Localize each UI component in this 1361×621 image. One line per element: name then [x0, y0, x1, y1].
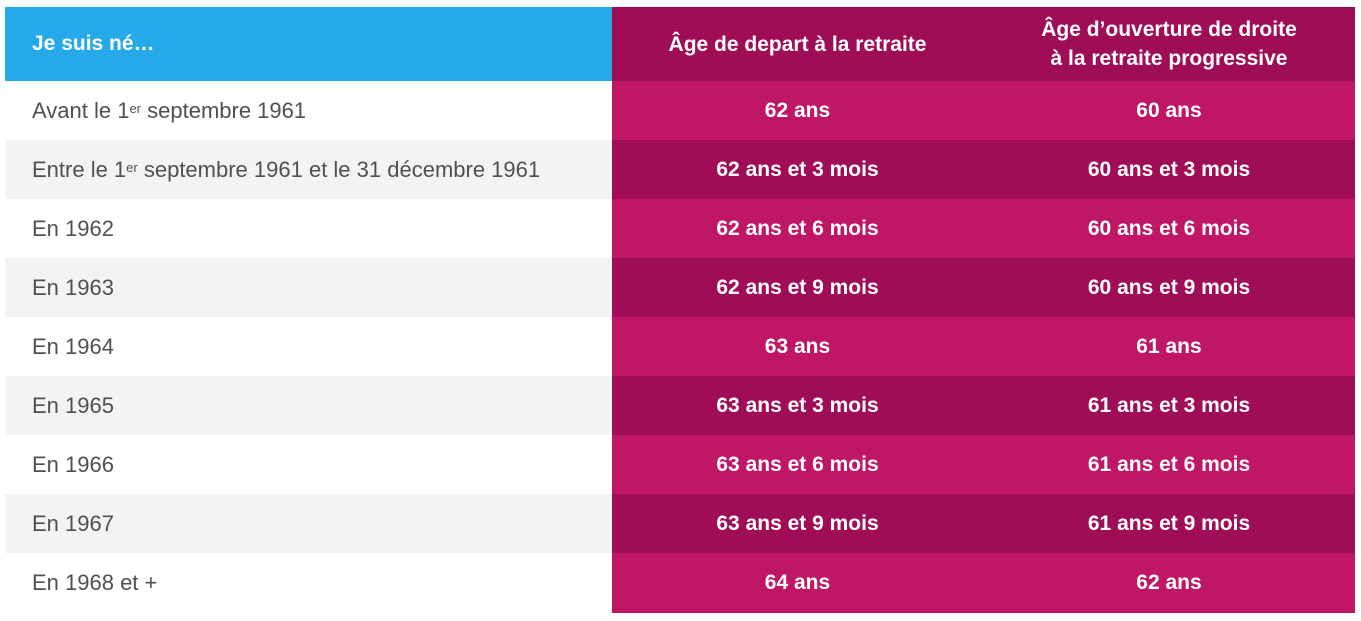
birth-period-cell: En 1967: [5, 494, 612, 553]
table-row: En 1962 62 ans et 6 mois 60 ans et 6 mois: [5, 199, 1355, 258]
birth-period-text: En 1965: [32, 392, 114, 418]
birth-period-cell: Avant le 1 er septembre 1961: [5, 81, 612, 140]
progressive-age-cell: 61 ans et 3 mois: [983, 376, 1355, 435]
birth-period-cell: En 1968 et +: [5, 553, 612, 613]
header-progressive-age-line2: à la retraite progressive: [1050, 47, 1288, 70]
departure-age-cell: 63 ans et 9 mois: [612, 494, 983, 553]
birth-period-cell: En 1963: [5, 258, 612, 317]
progressive-age-cell: 61 ans et 9 mois: [983, 494, 1355, 553]
birth-period-text: En 1967: [32, 510, 114, 536]
progressive-age-cell: 61 ans: [983, 317, 1355, 376]
table-row: En 1966 63 ans et 6 mois 61 ans et 6 mois: [5, 435, 1355, 494]
birth-period-text: En 1964: [32, 333, 114, 359]
departure-age-cell: 62 ans et 3 mois: [612, 140, 983, 199]
birth-period-cell: En 1964: [5, 317, 612, 376]
progressive-age-cell: 60 ans et 3 mois: [983, 140, 1355, 199]
table-row: Entre le 1 er septembre 1961 et le 31 déc…: [5, 140, 1355, 199]
departure-age-cell: 62 ans et 9 mois: [612, 258, 983, 317]
header-progressive-age-column: Âge d’ouverture de droite à la retraite …: [983, 7, 1355, 81]
header-birth-label: Je suis né…: [32, 32, 155, 55]
progressive-age-cell: 60 ans: [983, 81, 1355, 140]
birth-period-text: En 1963: [32, 274, 114, 300]
retirement-age-table: Je suis né… Âge de depart à la retraite …: [5, 7, 1355, 613]
table-row: En 1964 63 ans 61 ans: [5, 317, 1355, 376]
departure-age-cell: 62 ans et 6 mois: [612, 199, 983, 258]
header-birth-column: Je suis né…: [5, 7, 612, 81]
birth-period-text: Avant le 1: [32, 97, 130, 123]
birth-period-cell: Entre le 1 er septembre 1961 et le 31 déc…: [5, 140, 612, 199]
progressive-age-cell: 62 ans: [983, 553, 1355, 613]
departure-age-cell: 63 ans: [612, 317, 983, 376]
birth-period-text: En 1962: [32, 215, 114, 241]
table-row: Avant le 1 er septembre 1961 62 ans 60 ans: [5, 81, 1355, 140]
table-body: Avant le 1 er septembre 1961 62 ans 60 ans E…: [5, 81, 1355, 613]
header-departure-age-column: Âge de depart à la retraite: [612, 7, 983, 81]
progressive-age-cell: 60 ans et 6 mois: [983, 199, 1355, 258]
table-row: En 1968 et + 64 ans 62 ans: [5, 553, 1355, 613]
birth-period-cell: En 1966: [5, 435, 612, 494]
departure-age-cell: 63 ans et 6 mois: [612, 435, 983, 494]
progressive-age-cell: 61 ans et 6 mois: [983, 435, 1355, 494]
birth-period-text-rest: septembre 1961 et le 31 décembre 1961: [137, 156, 541, 182]
progressive-age-cell: 60 ans et 9 mois: [983, 258, 1355, 317]
birth-period-cell: En 1962: [5, 199, 612, 258]
header-departure-age-label: Âge de depart à la retraite: [668, 32, 927, 56]
table-header: Je suis né… Âge de depart à la retraite …: [5, 7, 1355, 81]
table-row: En 1963 62 ans et 9 mois 60 ans et 9 mois: [5, 258, 1355, 317]
birth-period-cell: En 1965: [5, 376, 612, 435]
table-row: En 1967 63 ans et 9 mois 61 ans et 9 mois: [5, 494, 1355, 553]
departure-age-cell: 64 ans: [612, 553, 983, 613]
departure-age-cell: 63 ans et 3 mois: [612, 376, 983, 435]
birth-period-text-rest: septembre 1961: [141, 97, 307, 123]
table-row: En 1965 63 ans et 3 mois 61 ans et 3 mois: [5, 376, 1355, 435]
departure-age-cell: 62 ans: [612, 81, 983, 140]
birth-period-text: Entre le 1: [32, 156, 127, 182]
birth-period-text: En 1966: [32, 451, 114, 477]
header-progressive-age-line1: Âge d’ouverture de droite: [1041, 18, 1297, 41]
birth-period-text: En 1968 et +: [32, 570, 158, 595]
